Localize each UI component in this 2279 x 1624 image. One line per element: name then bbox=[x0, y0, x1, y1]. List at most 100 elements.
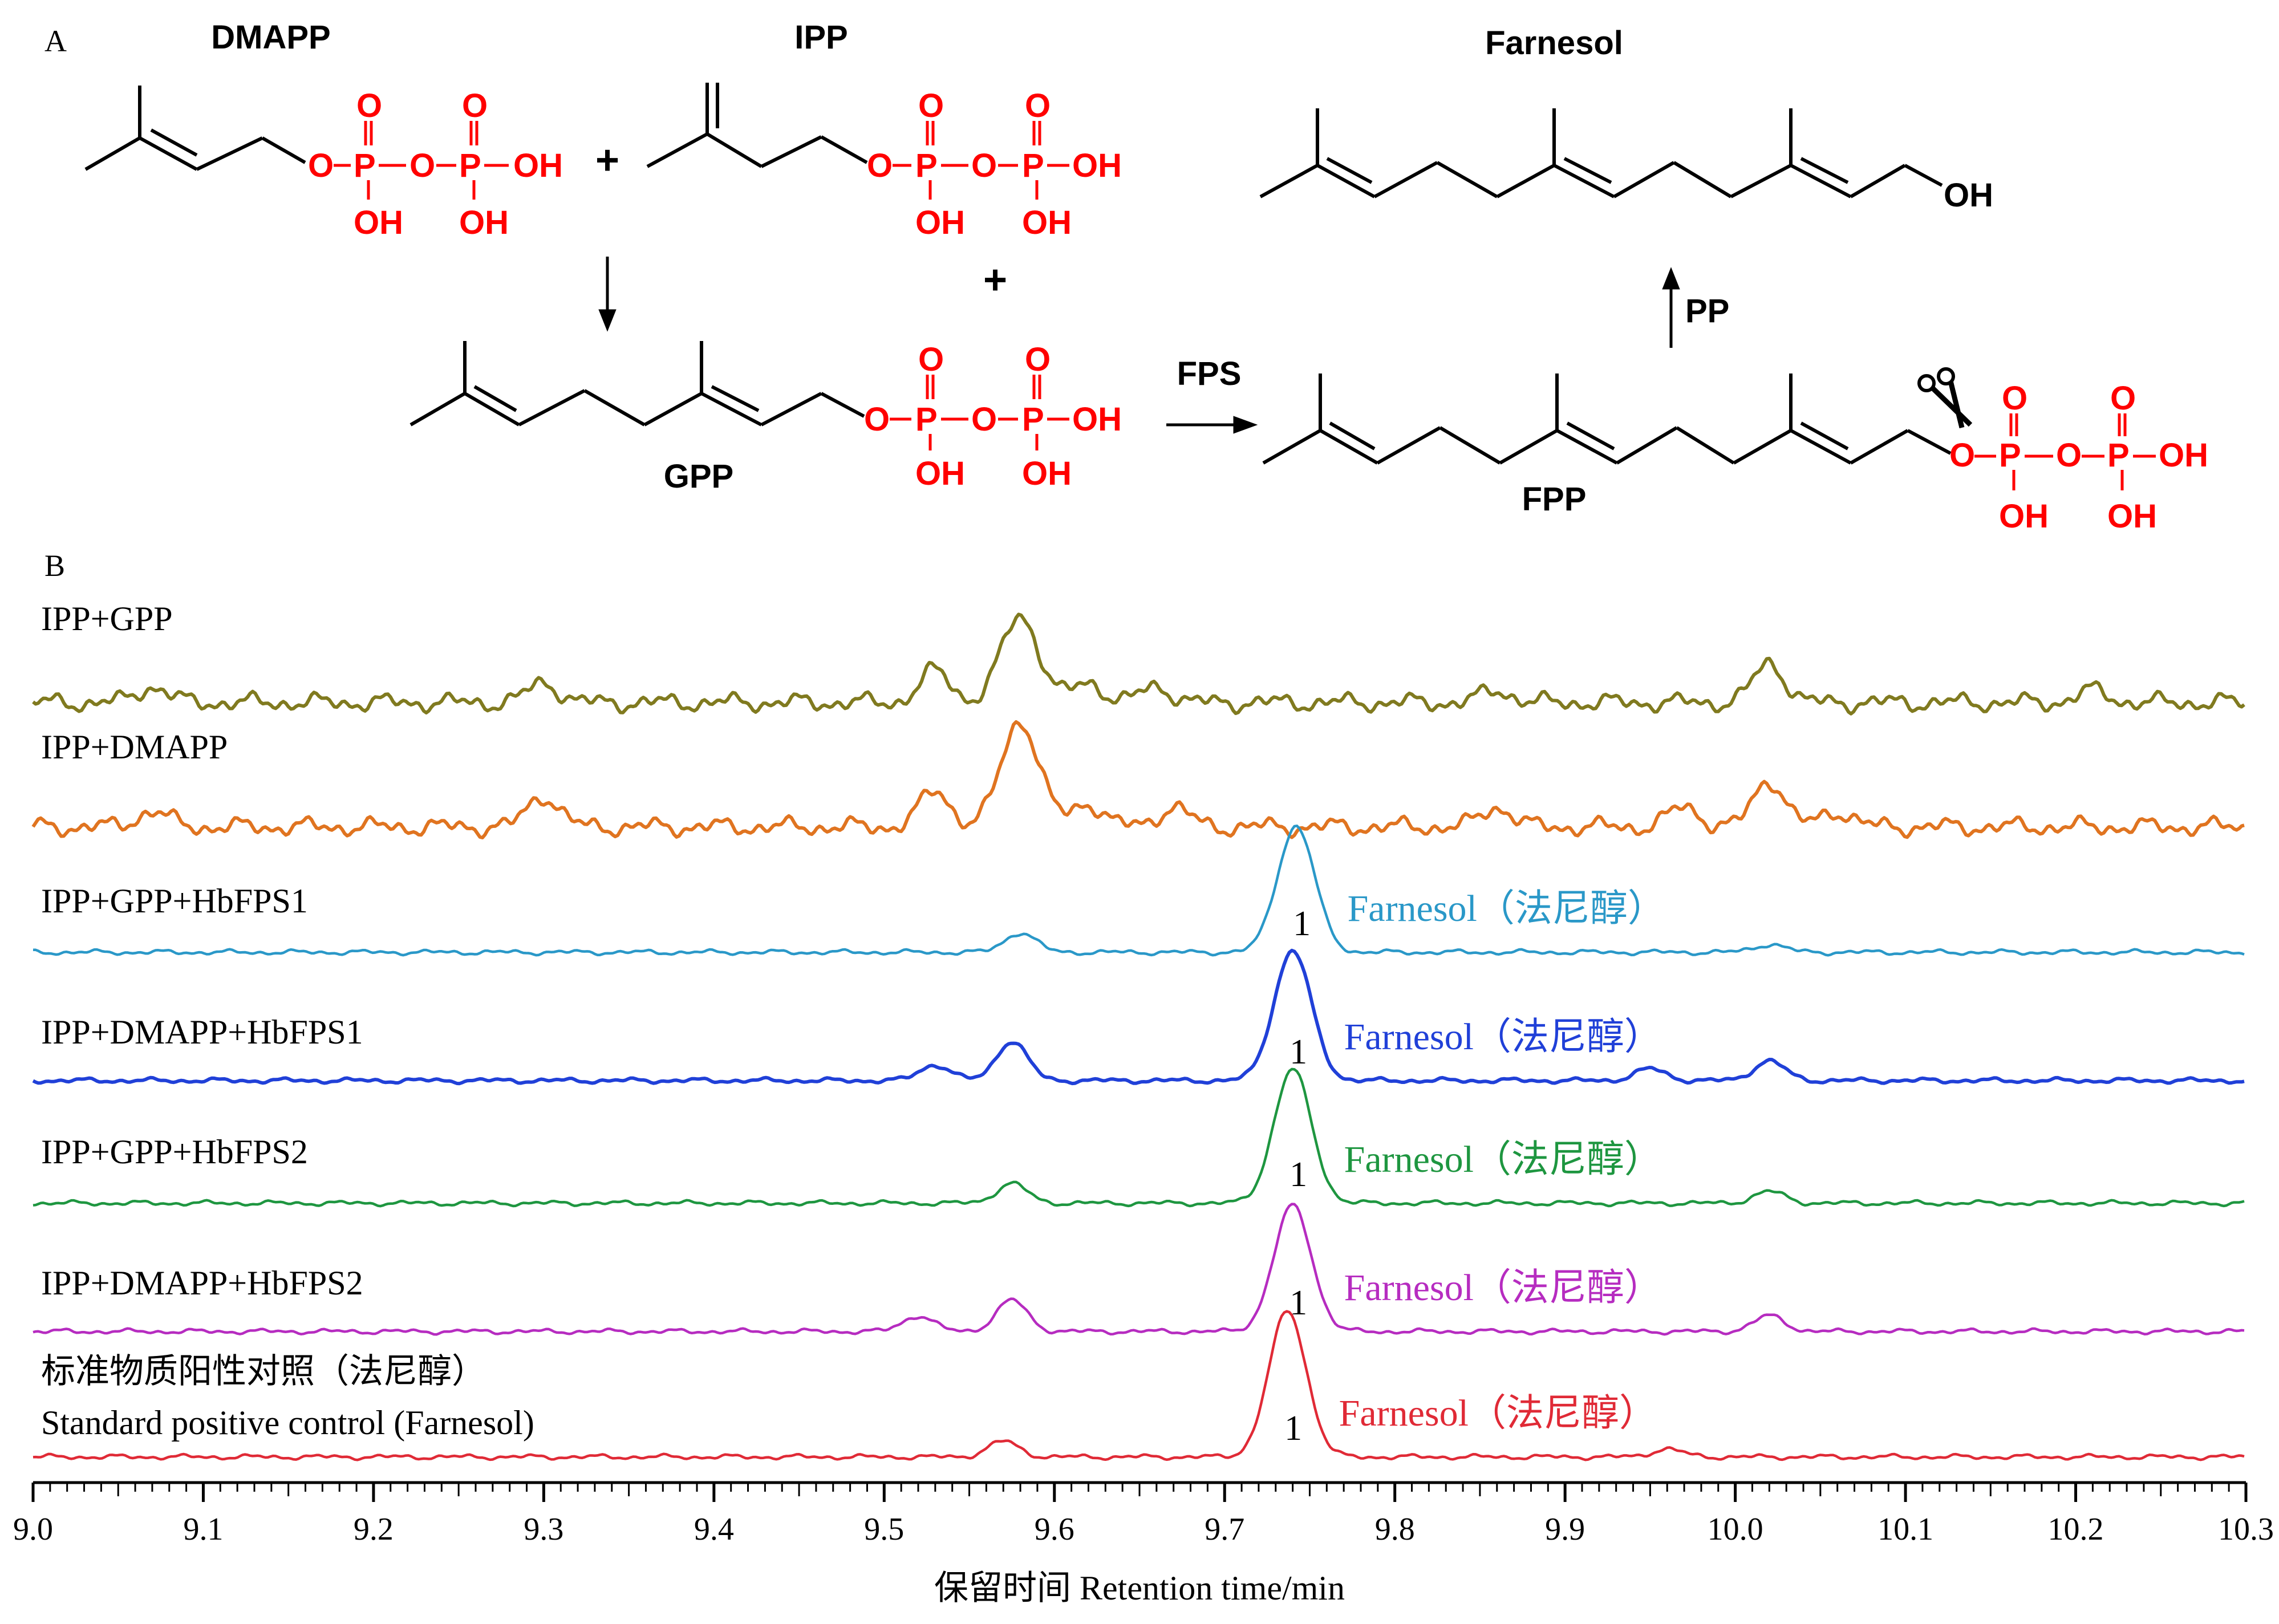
x-tick-label: 9.4 bbox=[694, 1512, 734, 1547]
peak-number-label: 1 bbox=[1293, 904, 1311, 943]
x-tick-label: 9.2 bbox=[354, 1512, 394, 1547]
series-line bbox=[33, 825, 2245, 957]
svg-text:OH: OH bbox=[1072, 401, 1122, 438]
farnesol-oh-label: OH bbox=[1944, 177, 1993, 214]
svg-text:O: O bbox=[409, 147, 435, 184]
series-line bbox=[32, 948, 2245, 1086]
series-label: IPP+GPP bbox=[41, 600, 173, 638]
series-line bbox=[33, 1310, 2245, 1461]
chromatogram-traces bbox=[31, 612, 2245, 1461]
peak-annotation: Farnesol（法尼醇） bbox=[1344, 1267, 1662, 1309]
svg-text:O: O bbox=[356, 87, 382, 124]
gpp-label: GPP bbox=[664, 458, 734, 495]
x-tick-label: 10.0 bbox=[1708, 1512, 1763, 1547]
svg-text:O: O bbox=[462, 87, 488, 124]
series-label: IPP+GPP+HbFPS1 bbox=[41, 882, 308, 920]
svg-text:O: O bbox=[918, 341, 944, 378]
svg-text:O: O bbox=[2002, 380, 2027, 417]
svg-text:OH: OH bbox=[1022, 204, 1072, 241]
svg-text:OH: OH bbox=[1022, 455, 1072, 492]
svg-text:OH: OH bbox=[2159, 437, 2208, 474]
svg-text:OH: OH bbox=[1999, 498, 2049, 535]
svg-text:O: O bbox=[918, 87, 944, 124]
x-tick-label: 9.0 bbox=[13, 1512, 53, 1547]
peak-number-label: 1 bbox=[1289, 1155, 1307, 1194]
pp-byproduct-label: PP bbox=[1685, 293, 1729, 330]
arrow-up-icon bbox=[1662, 267, 1680, 348]
x-axis: 9.0 9.1 9.2 9.3 9.4 9.5 9.6 9.7 9.8 9.9 10.0 10.1 10… bbox=[13, 1481, 2274, 1547]
trace-labels: IPP+GPP IPP+DMAPP IPP+GPP+HbFPS1 1 Farnesol（… bbox=[41, 600, 1665, 1448]
peak-number-label: 1 bbox=[1289, 1033, 1307, 1071]
peak-annotation: Farnesol（法尼醇） bbox=[1348, 888, 1665, 929]
peak-annotation: Farnesol（法尼醇） bbox=[1344, 1139, 1662, 1180]
series-label: IPP+DMAPP+HbFPS2 bbox=[41, 1264, 363, 1302]
peak-annotation: Farnesol（法尼醇） bbox=[1344, 1016, 1662, 1058]
series-label-english: Standard positive control (Farnesol) bbox=[41, 1404, 534, 1442]
svg-text:P: P bbox=[915, 147, 938, 184]
peak-number-label: 1 bbox=[1289, 1284, 1307, 1322]
scissors-icon bbox=[1917, 367, 1973, 429]
farnesol-structure bbox=[1259, 108, 1943, 198]
svg-text:O: O bbox=[1025, 341, 1051, 378]
svg-text:OH: OH bbox=[459, 204, 509, 241]
svg-text:O: O bbox=[1949, 437, 1975, 474]
x-tick-label: 9.3 bbox=[524, 1512, 563, 1547]
panel-b-label: B bbox=[44, 549, 65, 583]
ipp-structure bbox=[646, 83, 868, 168]
farnesol-label: Farnesol bbox=[1485, 25, 1623, 62]
fpp-diphosphate: O P O O P O OH OH OH bbox=[1949, 380, 2208, 535]
fps-enzyme-label: FPS bbox=[1177, 355, 1242, 392]
reaction-scheme: A DMAPP O P O O P O OH OH OH bbox=[44, 19, 2208, 535]
peak-number-label: 1 bbox=[1284, 1409, 1302, 1448]
x-tick-label: 10.2 bbox=[2048, 1512, 2104, 1547]
svg-text:P: P bbox=[459, 147, 481, 184]
plus-sign: + bbox=[595, 137, 619, 183]
svg-text:O: O bbox=[1025, 87, 1051, 124]
svg-text:O: O bbox=[864, 401, 890, 438]
svg-text:P: P bbox=[1999, 437, 2021, 474]
svg-text:OH: OH bbox=[2107, 498, 2157, 535]
svg-text:P: P bbox=[1022, 401, 1044, 438]
dmapp-structure bbox=[84, 86, 306, 171]
panel-a-label: A bbox=[44, 24, 67, 58]
x-tick-label: 9.6 bbox=[1035, 1512, 1074, 1547]
svg-text:OH: OH bbox=[915, 455, 965, 492]
svg-text:P: P bbox=[915, 401, 938, 438]
svg-text:O: O bbox=[867, 147, 893, 184]
x-tick-label: 9.5 bbox=[864, 1512, 904, 1547]
arrow-down-icon bbox=[598, 257, 617, 332]
ipp-diphosphate: O P O O P O OH OH OH bbox=[867, 87, 1122, 241]
series-label: 标准物质阳性对照（法尼醇） bbox=[41, 1353, 486, 1390]
series-line bbox=[33, 1203, 2245, 1336]
svg-text:P: P bbox=[354, 147, 376, 184]
svg-text:OH: OH bbox=[915, 204, 965, 241]
x-tick-label: 10.3 bbox=[2218, 1512, 2274, 1547]
series-label: IPP+DMAPP+HbFPS1 bbox=[41, 1013, 363, 1051]
series-label: IPP+DMAPP bbox=[41, 728, 228, 766]
fpp-structure bbox=[1262, 373, 1952, 465]
svg-text:O: O bbox=[2056, 437, 2082, 474]
svg-text:OH: OH bbox=[354, 204, 403, 241]
series-line bbox=[33, 1067, 2245, 1208]
plus-sign-2: + bbox=[983, 257, 1007, 303]
series-line bbox=[32, 612, 2245, 716]
peak-annotation: Farnesol（法尼醇） bbox=[1339, 1392, 1657, 1434]
svg-text:O: O bbox=[971, 401, 997, 438]
x-tick-label: 10.1 bbox=[1877, 1512, 1933, 1547]
series-line bbox=[31, 720, 2245, 839]
x-tick-label: 9.1 bbox=[183, 1512, 223, 1547]
x-tick-label: 9.8 bbox=[1375, 1512, 1415, 1547]
svg-text:O: O bbox=[2110, 380, 2136, 417]
gpp-structure bbox=[409, 341, 865, 427]
svg-text:OH: OH bbox=[1072, 147, 1122, 184]
dmapp-diphosphate: O P O O P O OH OH OH bbox=[308, 87, 563, 241]
series-label: IPP+GPP+HbFPS2 bbox=[41, 1133, 308, 1171]
ipp-label: IPP bbox=[794, 19, 848, 56]
x-axis-label: 保留时间 Retention time/min bbox=[934, 1569, 1345, 1607]
svg-text:P: P bbox=[2107, 437, 2130, 474]
x-tick-label: 9.7 bbox=[1205, 1512, 1244, 1547]
svg-text:OH: OH bbox=[513, 147, 563, 184]
arrow-right-icon bbox=[1166, 416, 1258, 434]
svg-text:O: O bbox=[971, 147, 997, 184]
